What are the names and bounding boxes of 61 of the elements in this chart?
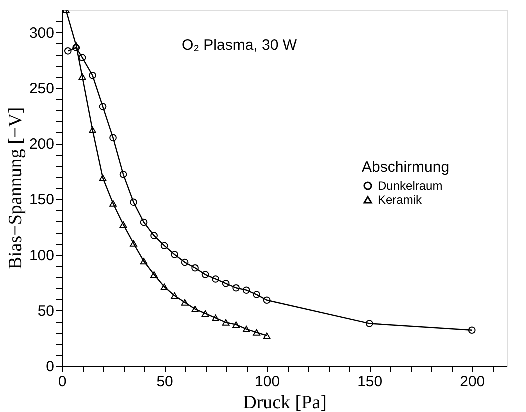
legend-label: Keramik <box>378 193 424 207</box>
point <box>242 286 250 294</box>
point <box>242 326 250 333</box>
point <box>89 72 96 80</box>
point <box>72 42 80 49</box>
y-axis-title: Bias−Spannung [−V] <box>5 107 26 270</box>
point <box>72 44 80 52</box>
point <box>78 54 86 62</box>
legend-label: Dunkelraum <box>378 179 443 193</box>
point <box>192 264 199 272</box>
y-tick-label: 150 <box>29 192 54 209</box>
point <box>130 198 138 206</box>
point <box>468 326 476 334</box>
point <box>130 240 138 247</box>
point <box>222 280 230 288</box>
y-tick-label: 250 <box>29 80 54 98</box>
x-tick-label: 200 <box>460 374 486 390</box>
point <box>99 174 107 182</box>
point <box>212 276 220 283</box>
y-tick-label: 100 <box>29 247 54 264</box>
point <box>99 103 107 110</box>
point <box>160 242 168 250</box>
point <box>212 314 220 322</box>
point <box>150 232 158 240</box>
y-tick-label: 300 <box>29 24 54 42</box>
point <box>192 306 199 312</box>
point <box>89 126 96 134</box>
y-tick-label: 50 <box>38 302 54 320</box>
point <box>171 292 178 300</box>
point <box>253 291 260 298</box>
point <box>263 332 271 340</box>
x-tick-label: 0 <box>58 374 67 390</box>
point <box>222 319 230 326</box>
point <box>253 329 260 336</box>
annotation: O₂ Plasma, 30 W <box>182 37 298 54</box>
point <box>181 258 189 266</box>
point <box>64 48 72 55</box>
point <box>110 200 117 207</box>
point <box>120 221 128 228</box>
point <box>181 299 189 306</box>
point <box>110 134 117 142</box>
y-tick-label: 200 <box>29 136 54 153</box>
point <box>140 218 148 226</box>
point <box>232 284 240 292</box>
point <box>202 271 210 278</box>
x-tick-label: 150 <box>358 374 383 390</box>
point <box>202 310 210 317</box>
point <box>120 170 128 178</box>
point <box>263 296 271 304</box>
x-tick-label: 100 <box>255 374 280 390</box>
point <box>171 251 178 258</box>
point <box>150 272 158 278</box>
x-axis-title: Druck [Pa] <box>243 392 327 412</box>
y-tick-label: 0 <box>46 358 54 376</box>
point <box>366 320 374 328</box>
legend-title: Abschirmung <box>362 159 450 176</box>
point <box>232 322 240 328</box>
x-tick-label: 50 <box>156 374 174 390</box>
point <box>140 258 148 265</box>
point <box>160 284 168 290</box>
point <box>78 74 86 80</box>
